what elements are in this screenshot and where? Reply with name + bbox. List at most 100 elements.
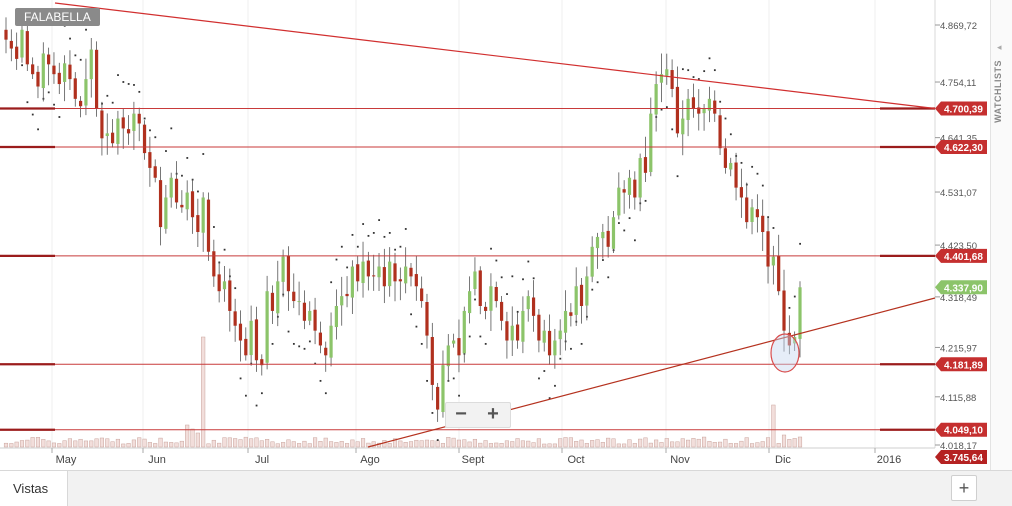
volume-bar bbox=[329, 441, 334, 448]
volume-bar bbox=[760, 441, 765, 448]
volume-bar bbox=[89, 440, 94, 448]
x-tick-label: Sept bbox=[462, 454, 485, 466]
candle-body bbox=[654, 84, 658, 115]
zoom-in-button[interactable]: + bbox=[487, 403, 499, 425]
candle-body bbox=[633, 179, 637, 198]
sar-dot bbox=[394, 248, 397, 251]
volume-bar bbox=[440, 443, 446, 448]
volume-bar bbox=[163, 441, 168, 448]
sar-dot bbox=[634, 239, 636, 242]
volume-bar bbox=[749, 443, 755, 448]
sar-dot bbox=[474, 298, 476, 301]
sar-dot bbox=[53, 103, 55, 106]
sar-dot bbox=[660, 108, 663, 111]
candle-body bbox=[142, 124, 147, 154]
sar-dot bbox=[149, 129, 151, 132]
candle-body bbox=[468, 291, 472, 314]
volume-bar bbox=[254, 437, 259, 448]
volume-bar bbox=[408, 441, 414, 448]
candle-body bbox=[180, 204, 184, 208]
zoom-control[interactable]: − + bbox=[445, 402, 511, 428]
add-view-button[interactable]: + bbox=[951, 475, 977, 501]
watchlists-panel[interactable]: ◂ WATCHLISTS bbox=[990, 0, 1012, 470]
x-tick-label: Nov bbox=[670, 454, 690, 466]
watchlists-label[interactable]: WATCHLISTS bbox=[993, 60, 1003, 123]
sar-dot bbox=[122, 81, 125, 83]
sar-dot bbox=[335, 258, 338, 261]
zoom-out-button[interactable]: − bbox=[455, 403, 467, 425]
sar-dot bbox=[21, 64, 23, 67]
candle-body bbox=[489, 286, 493, 311]
volume-bar bbox=[446, 437, 451, 448]
volume-bar bbox=[83, 440, 88, 448]
candle-body bbox=[473, 271, 477, 289]
collapse-arrow-icon[interactable]: ◂ bbox=[997, 42, 1002, 52]
candle-body bbox=[398, 279, 402, 282]
volume-bar bbox=[185, 424, 190, 448]
candle-body bbox=[707, 98, 712, 111]
volume-bar bbox=[638, 438, 643, 448]
volume-bar bbox=[462, 439, 467, 448]
volume-bar bbox=[494, 442, 499, 448]
volume-bar bbox=[712, 442, 717, 448]
volume-bar bbox=[680, 438, 685, 448]
sar-dot bbox=[362, 223, 365, 225]
volume-bar bbox=[147, 442, 152, 448]
candle-body bbox=[79, 100, 83, 107]
sar-dot bbox=[756, 172, 759, 175]
volume-bar bbox=[451, 437, 456, 448]
volume-bar bbox=[744, 437, 749, 448]
volume-bar bbox=[275, 443, 280, 448]
volume-bar bbox=[654, 439, 659, 448]
volume-badge-bg bbox=[935, 450, 987, 464]
horizontal-levels[interactable] bbox=[0, 107, 935, 431]
volume-bar bbox=[19, 440, 25, 448]
volume-bar bbox=[286, 439, 291, 448]
volume-bar bbox=[430, 440, 435, 448]
candle-body bbox=[212, 251, 216, 277]
volume-bar bbox=[51, 442, 57, 448]
candle-body bbox=[100, 110, 104, 139]
level-badge: 4.049,10 bbox=[944, 426, 983, 437]
volume-bar bbox=[281, 442, 286, 448]
sar-dot bbox=[47, 91, 50, 94]
candle-body bbox=[702, 108, 706, 114]
volume-bar bbox=[499, 443, 504, 448]
candle-body bbox=[164, 197, 168, 229]
y-tick-label: 4.318,49 bbox=[940, 293, 977, 304]
volume-bar bbox=[9, 443, 14, 448]
candle-body bbox=[89, 49, 93, 80]
volume-bar bbox=[686, 439, 691, 448]
candle-body bbox=[68, 64, 72, 80]
volume-bar bbox=[696, 438, 701, 448]
sar-dot bbox=[687, 69, 690, 72]
sar-dot bbox=[708, 57, 711, 60]
candle-body bbox=[249, 320, 253, 356]
y-axis: 4.869,72 4.754,11 4.641,35 4.531,07 4.423,50… bbox=[935, 21, 977, 452]
volume-bar bbox=[435, 440, 440, 448]
candle-body bbox=[169, 177, 173, 198]
sar-dot bbox=[580, 342, 583, 345]
y-tick-label: 4.423,50 bbox=[940, 241, 977, 252]
volume-bar bbox=[339, 441, 344, 448]
sar-dot bbox=[303, 347, 306, 350]
sar-dot bbox=[799, 242, 801, 245]
candle-body bbox=[206, 199, 211, 252]
tab-vistas[interactable]: Vistas bbox=[0, 471, 68, 506]
sar-dot bbox=[484, 342, 487, 345]
volume-bar bbox=[574, 441, 579, 448]
volume-bar bbox=[99, 437, 104, 448]
sar-dot bbox=[458, 394, 460, 397]
level-badge: 4.401,68 bbox=[944, 252, 983, 263]
sar-dot bbox=[111, 101, 114, 104]
volume-bar bbox=[126, 443, 131, 448]
volume-bar bbox=[787, 439, 792, 448]
sar-dot bbox=[346, 266, 349, 269]
sar-dot bbox=[671, 128, 674, 131]
price-chart[interactable]: 4.869,72 4.754,11 4.641,35 4.531,07 4.423,50… bbox=[0, 0, 1012, 470]
volume-bar bbox=[675, 441, 680, 448]
candle-body bbox=[761, 215, 765, 233]
level-badge-bg bbox=[935, 422, 987, 437]
volume-bar bbox=[3, 442, 9, 448]
volume-bar bbox=[478, 442, 483, 448]
